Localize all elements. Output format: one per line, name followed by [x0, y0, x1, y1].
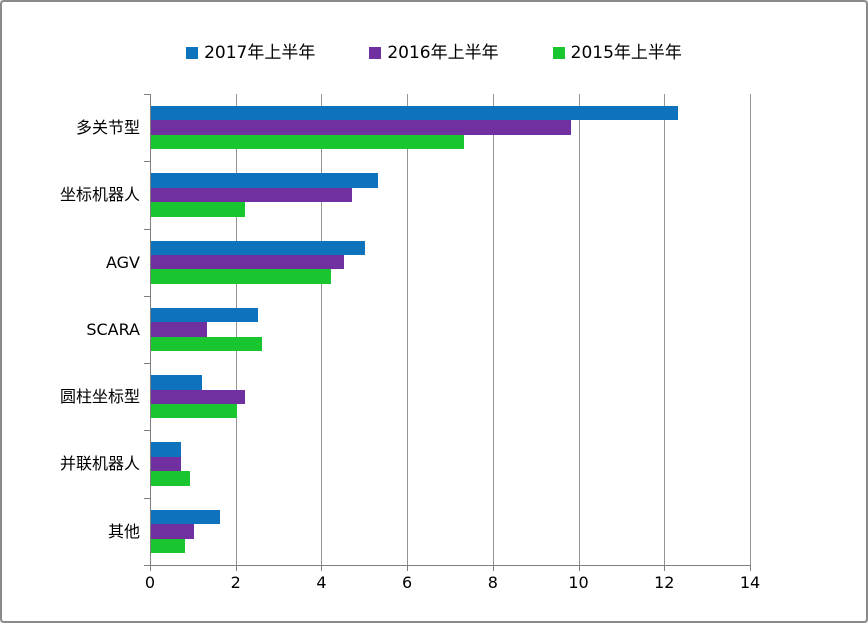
bar-s1-c6: [151, 524, 194, 539]
bar-s2-c0: [151, 134, 464, 150]
bar-s0-c3: [151, 307, 259, 323]
category-label-1: 坐标机器人: [59, 185, 140, 205]
category-label-6: 其他: [107, 521, 140, 541]
y-tickmark: [144, 94, 150, 95]
x-tick-label: 8: [487, 573, 498, 592]
legend-label-2015: 2015年上半年: [570, 42, 682, 63]
legend-label-2016: 2016年上半年: [387, 42, 499, 63]
bar-s1-c1: [151, 187, 353, 203]
bar-s1-c5: [151, 456, 181, 472]
y-tickmark: [144, 295, 150, 297]
bar-s1-c3: [151, 322, 207, 337]
bar-s2-c4: [151, 403, 237, 419]
x-tick-label: 4: [316, 573, 327, 592]
x-tickmark: [407, 565, 409, 571]
bar-s2-c2: [151, 269, 331, 284]
x-tick-label: 14: [739, 573, 761, 592]
gridline: [492, 94, 494, 565]
legend-item-2017: 2017年上半年: [186, 42, 316, 63]
legend-swatch-2016-icon: [369, 47, 382, 59]
x-tick-label: 0: [144, 573, 156, 592]
y-tickmark: [144, 363, 150, 365]
x-tick-label: 12: [654, 573, 675, 592]
y-tickmark: [144, 161, 150, 163]
category-label-4: 圆柱坐标型: [59, 387, 140, 407]
legend: 2017年上半年 2016年上半年 2015年上半年: [2, 40, 866, 66]
x-tickmark: [150, 565, 151, 571]
legend-swatch-2017-icon: [186, 47, 199, 59]
bar-s2-c1: [151, 202, 246, 217]
gridline: [578, 94, 580, 565]
bar-s0-c5: [151, 442, 181, 457]
bar-s0-c2: [151, 240, 366, 255]
bar-s2-c6: [151, 538, 186, 553]
gridline: [407, 94, 409, 565]
bar-s0-c1: [151, 173, 379, 188]
category-label-2: AGV: [105, 252, 140, 272]
x-tick-label: 2: [230, 573, 241, 592]
gridline: [321, 94, 323, 565]
bar-s1-c4: [151, 389, 246, 404]
legend-item-2015: 2015年上半年: [552, 42, 682, 63]
category-label-5: 并联机器人: [59, 454, 140, 474]
x-tick-label: 10: [568, 573, 589, 592]
y-tickmark: [144, 497, 150, 499]
category-label-0: 多关节型: [75, 118, 140, 137]
bar-s0-c6: [151, 509, 220, 525]
x-tickmark: [492, 565, 494, 571]
x-tickmark: [321, 565, 323, 571]
bar-s2-c5: [151, 471, 190, 486]
x-tickmark: [235, 565, 237, 571]
legend-item-2016: 2016年上半年: [369, 42, 499, 63]
gridline: [750, 94, 751, 565]
bar-s0-c0: [151, 106, 679, 121]
gridline: [235, 94, 237, 565]
y-tickmark: [144, 430, 150, 432]
x-tick-label: 6: [402, 573, 413, 592]
x-tickmark: [750, 565, 751, 571]
bar-s1-c2: [151, 255, 344, 270]
x-tickmark: [578, 565, 580, 571]
legend-label-2017: 2017年上半年: [204, 42, 316, 63]
bar-s1-c0: [151, 120, 571, 135]
legend-swatch-2015-icon: [552, 47, 565, 59]
y-tickmark: [144, 565, 150, 566]
category-label-3: SCARA: [86, 319, 140, 339]
x-axis-line: [150, 565, 751, 566]
bar-s2-c3: [151, 336, 263, 352]
y-axis-line: [150, 94, 151, 566]
x-tickmark: [664, 565, 666, 571]
y-tickmark: [144, 228, 150, 230]
bar-s0-c4: [151, 375, 203, 390]
gridline: [664, 94, 666, 565]
